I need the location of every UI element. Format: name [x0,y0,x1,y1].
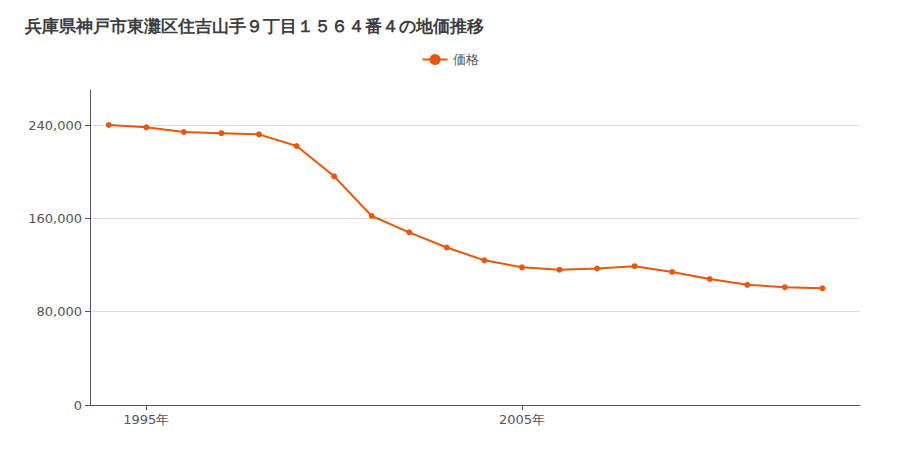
svg-text:160,000: 160,000 [28,211,82,226]
svg-text:兵庫県神戸市東灘区住吉山手９丁目１５６４番４の地価推移: 兵庫県神戸市東灘区住吉山手９丁目１５６４番４の地価推移 [24,16,484,36]
svg-text:80,000: 80,000 [37,304,83,319]
svg-text:2005年: 2005年 [499,412,545,427]
svg-text:240,000: 240,000 [28,118,82,133]
svg-text:1995年: 1995年 [123,412,169,427]
svg-text:価格: 価格 [453,52,479,67]
svg-text:0: 0 [74,398,82,413]
